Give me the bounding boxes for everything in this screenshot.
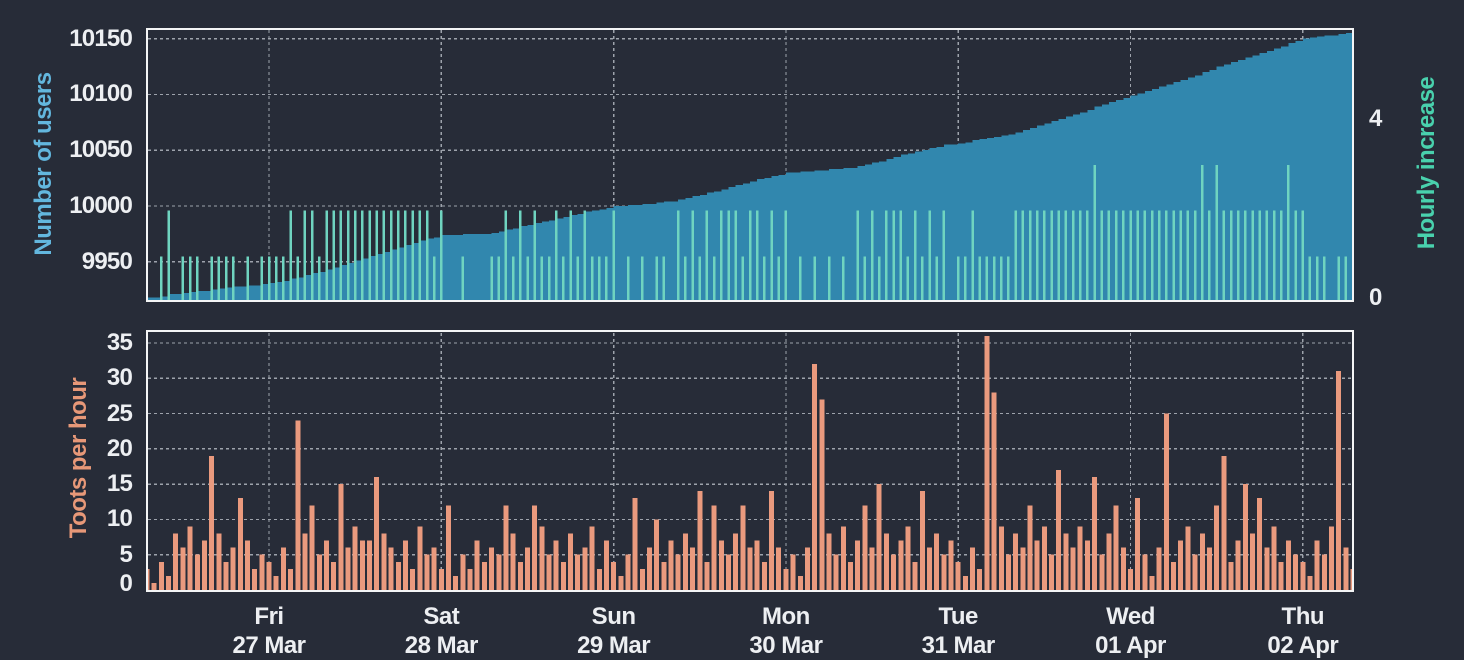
- users-y-tick: 10100: [69, 80, 133, 108]
- toots-y-tick: 30: [106, 364, 133, 392]
- day-date: 01 Apr: [1095, 632, 1166, 659]
- day-date: 30 Mar: [749, 632, 823, 659]
- toots-y-tick: 35: [106, 328, 133, 356]
- day-tick-label: Fri 27 Mar: [232, 602, 306, 660]
- day-tick-label: Sun 29 Mar: [577, 602, 651, 660]
- toots-y-tick: 5: [119, 540, 132, 568]
- hourly-increase-y-tick: 0: [1369, 284, 1382, 311]
- day-weekday: Fri: [254, 603, 284, 630]
- day-weekday: Thu: [1281, 603, 1325, 630]
- toots-axis-title: Toots per hour: [65, 377, 92, 539]
- day-tick-label: Mon 30 Mar: [749, 602, 823, 660]
- toots-y-tick: 15: [106, 470, 133, 498]
- hourly-increase-impulses: [160, 165, 1352, 301]
- day-weekday: Tue: [938, 603, 978, 630]
- day-tick-label: Tue 31 Mar: [921, 602, 996, 660]
- toots-y-tick: 20: [106, 434, 133, 462]
- day-date: 29 Mar: [577, 632, 651, 659]
- day-date: 27 Mar: [232, 632, 306, 659]
- toots-y-tick: 0: [119, 570, 132, 597]
- users-plot-frame: [146, 28, 1354, 302]
- hourly-increase-axis-title: Hourly increase: [1413, 76, 1440, 250]
- day-weekday: Sat: [423, 603, 460, 630]
- users-axis-title: Number of users: [30, 72, 57, 256]
- day-tick-label: Thu 02 Apr: [1267, 602, 1338, 660]
- hourly-increase-y-tick: 4: [1369, 105, 1382, 133]
- toots-bars: [148, 335, 1352, 590]
- users-y-tick: 10000: [69, 192, 133, 219]
- day-date: 02 Apr: [1267, 632, 1339, 659]
- toots-y-tick: 10: [106, 505, 133, 533]
- day-date: 31 Mar: [921, 632, 996, 659]
- users-y-tick: 10050: [69, 136, 133, 164]
- day-weekday: Sun: [591, 603, 636, 630]
- day-tick-label: Sat 28 Mar: [404, 602, 479, 660]
- users-y-tick: 9950: [81, 247, 133, 275]
- day-weekday: Mon: [761, 603, 810, 630]
- users-y-tick: 10150: [69, 24, 133, 52]
- day-weekday: Wed: [1106, 603, 1155, 630]
- day-tick-label: Wed 01 Apr: [1095, 602, 1166, 660]
- toots-plot-frame: [146, 330, 1354, 592]
- toots-y-tick: 25: [106, 399, 133, 427]
- day-date: 28 Mar: [404, 632, 479, 659]
